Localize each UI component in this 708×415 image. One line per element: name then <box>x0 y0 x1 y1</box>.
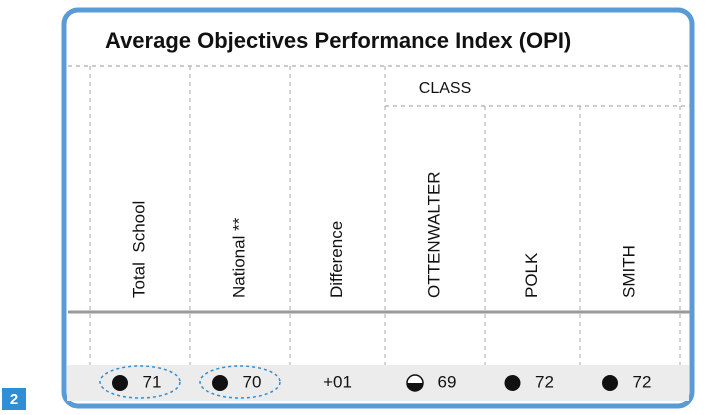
column-header: Difference <box>327 221 346 298</box>
cell-value: 70 <box>243 372 262 391</box>
frame <box>61 7 695 409</box>
page-label: 2 <box>10 391 18 408</box>
page-badge <box>2 388 26 410</box>
highlight-ellipse <box>199 365 281 399</box>
column-header: Total School <box>129 201 148 298</box>
cell-value: 71 <box>143 372 162 391</box>
marker-filled <box>112 375 128 391</box>
cell-value: +01 <box>323 372 352 391</box>
column-header: OTTENWALTER <box>424 171 443 298</box>
marker-half-fill <box>407 383 423 391</box>
cell-value: 72 <box>535 372 554 391</box>
column-header: SMITH <box>619 245 638 298</box>
marker-filled <box>212 375 228 391</box>
cell-value: 72 <box>633 372 652 391</box>
highlight-ellipse <box>99 365 181 399</box>
cell-value: 69 <box>438 372 457 391</box>
table-title: Average Objectives Performance Index (OP… <box>105 28 571 53</box>
group-header: CLASS <box>419 80 471 97</box>
marker-filled <box>504 375 521 391</box>
marker-filled <box>602 375 618 391</box>
column-header: National ** <box>229 217 248 298</box>
column-header: POLK <box>522 252 541 298</box>
